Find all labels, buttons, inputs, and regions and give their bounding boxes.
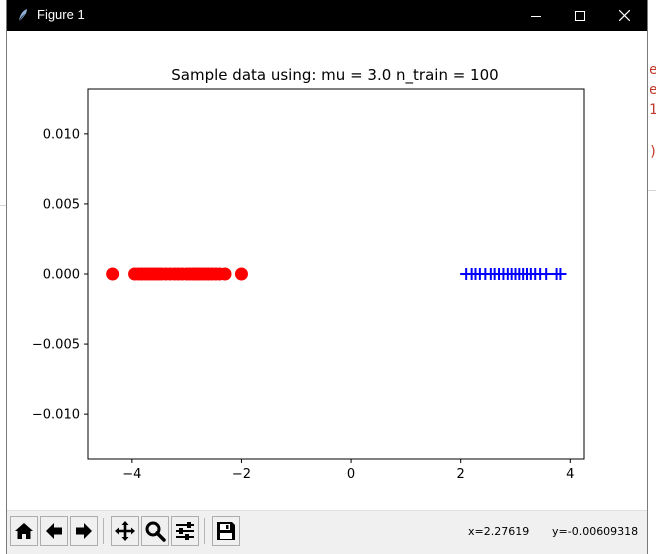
home-button[interactable] — [10, 516, 38, 546]
close-button[interactable] — [601, 0, 647, 31]
x-tick-label: 0 — [347, 467, 355, 482]
window-title: Figure 1 — [37, 7, 85, 22]
data-point-plus — [554, 268, 567, 280]
background-text-fragment: e — [649, 82, 656, 98]
x-tick-label: 2 — [457, 467, 465, 482]
maximize-icon — [575, 10, 585, 21]
x-axis: −4 −2 0 2 4 — [122, 459, 574, 482]
back-button[interactable] — [40, 516, 68, 546]
x-tick-label: −2 — [232, 467, 251, 482]
floppy-disk-icon — [217, 522, 235, 540]
y-tick-label: −0.010 — [32, 408, 80, 423]
configure-subplots-button[interactable] — [171, 516, 199, 546]
toolbar-separator — [204, 518, 205, 544]
maximize-button[interactable] — [557, 0, 603, 31]
background-window-edge-right — [646, 190, 656, 191]
background-window-edge — [0, 205, 8, 206]
cursor-y-readout: y=-0.00609318 — [552, 525, 639, 538]
x-tick-label: −4 — [122, 467, 141, 482]
y-tick-label: 0.010 — [43, 127, 80, 142]
scatter-chart[interactable]: Sample data using: mu = 3.0 n_train = 10… — [7, 31, 647, 510]
pan-button[interactable] — [111, 516, 139, 546]
feather-icon — [19, 9, 27, 21]
sliders-icon — [176, 522, 194, 540]
title-bar[interactable]: Figure 1 — [7, 0, 647, 31]
close-icon — [618, 10, 630, 21]
background-text-fragment: 1 — [649, 102, 656, 118]
home-icon — [15, 523, 33, 539]
y-tick-label: −0.005 — [32, 338, 80, 353]
zoom-button[interactable] — [141, 516, 169, 546]
x-tick-label: 4 — [566, 467, 574, 482]
save-button[interactable] — [212, 516, 240, 546]
background-text-fragment: ) — [649, 144, 656, 160]
figure-window: Figure 1 Sample data using: mu = 3.0 n_t… — [7, 0, 647, 554]
minimize-button[interactable] — [513, 0, 559, 31]
navigation-toolbar: x=2.27619 y=-0.00609318 — [7, 510, 647, 554]
data-point-circle — [218, 267, 232, 281]
background-text-fragment: e — [649, 62, 656, 78]
forward-button[interactable] — [70, 516, 98, 546]
y-tick-label: 0.000 — [43, 268, 80, 283]
move-icon — [115, 521, 135, 541]
toolbar-separator — [103, 518, 104, 544]
y-tick-label: 0.005 — [43, 197, 80, 212]
cursor-x-readout: x=2.27619 — [468, 525, 530, 538]
magnifier-icon — [145, 521, 166, 542]
chart-title: Sample data using: mu = 3.0 n_train = 10… — [171, 66, 498, 85]
data-point-plus — [540, 268, 553, 280]
data-point-circle — [106, 267, 120, 281]
arrow-left-icon — [46, 523, 62, 539]
figure-canvas[interactable]: Sample data using: mu = 3.0 n_train = 10… — [7, 31, 647, 510]
y-axis: 0.010 0.005 0.000 −0.005 −0.010 — [32, 127, 88, 423]
data-points — [106, 267, 567, 281]
data-point-circle — [234, 267, 248, 281]
minimize-icon — [531, 15, 541, 17]
arrow-right-icon — [76, 523, 92, 539]
